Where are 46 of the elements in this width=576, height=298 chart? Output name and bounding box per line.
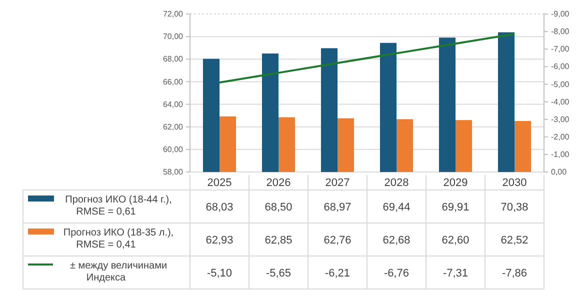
- y2-tick-label: -1,00: [551, 150, 570, 160]
- data-label: 68,50: [264, 202, 292, 214]
- x-tick-label: 2027: [325, 177, 350, 189]
- y2-tick-label: -5,00: [551, 80, 570, 89]
- x-tick-label: 2028: [384, 177, 409, 189]
- y2-tick-label: -9,00: [551, 10, 570, 19]
- y2-tick-label: -7,00: [551, 44, 570, 54]
- data-label: 62,52: [500, 234, 528, 246]
- y-tick-label: 60,00: [162, 144, 184, 154]
- data-label: -6,21: [324, 268, 350, 280]
- y2-tick-label: -2,00: [551, 132, 570, 142]
- data-label: -7,31: [442, 268, 468, 280]
- data-label: 62,76: [324, 234, 352, 246]
- line-series: [218, 33, 516, 84]
- y-tick-label: 68,00: [162, 54, 184, 64]
- x-tick-label: 2029: [443, 177, 468, 189]
- data-label: 69,91: [442, 202, 470, 214]
- data-label: 69,44: [382, 202, 410, 214]
- y2-tick-label: -3,00: [551, 114, 570, 124]
- legend-label: Прогноз ИКО (18-44 г.), RMSE = 0,61: [65, 194, 172, 218]
- y-tick-label: 62,00: [162, 122, 184, 132]
- y-tick-label: 66,00: [162, 77, 184, 86]
- y-tick-label: 64,00: [162, 100, 184, 109]
- y-tick-label: 72,00: [162, 10, 184, 19]
- y2-tick-label: -4,00: [551, 97, 570, 106]
- data-label: 68,97: [324, 202, 352, 214]
- data-label: 62,85: [264, 234, 292, 246]
- x-tick-label: 2025: [207, 177, 232, 189]
- data-label: 62,60: [442, 234, 470, 246]
- data-label: -5,10: [206, 268, 232, 280]
- legend-label: Прогноз ИКО (18-35 л.), RMSE = 0,41: [63, 228, 174, 250]
- data-label: 62,93: [206, 234, 234, 246]
- data-label: 70,38: [500, 202, 528, 214]
- data-label: 62,68: [382, 234, 410, 246]
- x-tick-label: 2026: [266, 177, 291, 189]
- y-tick-label: 70,00: [162, 32, 184, 42]
- data-label: -7,86: [502, 268, 528, 280]
- y2-tick-label: -8,00: [551, 27, 570, 36]
- y-tick-label: 58,00: [162, 168, 184, 177]
- data-label: -5,65: [266, 268, 292, 280]
- data-label: 68,03: [206, 202, 234, 214]
- y2-tick-label: 0,00: [551, 168, 568, 177]
- y2-tick-label: -6,00: [551, 62, 570, 72]
- x-tick-label: 2030: [502, 177, 527, 189]
- data-label: -6,76: [384, 268, 410, 280]
- legend-label: ± между величинами Индекса: [70, 260, 168, 284]
